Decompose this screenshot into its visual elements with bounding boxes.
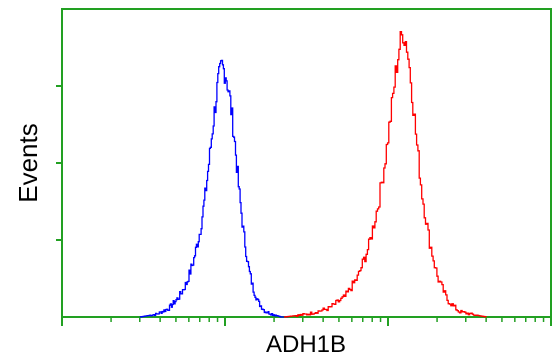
x-axis-label: ADH1B — [266, 331, 346, 358]
y-axis-label: Events — [13, 123, 43, 203]
series-layer — [139, 31, 487, 318]
series-1-line — [139, 59, 289, 318]
plot-frame — [61, 8, 552, 318]
series-2-line — [284, 31, 487, 318]
axis-ticks — [56, 85, 552, 326]
